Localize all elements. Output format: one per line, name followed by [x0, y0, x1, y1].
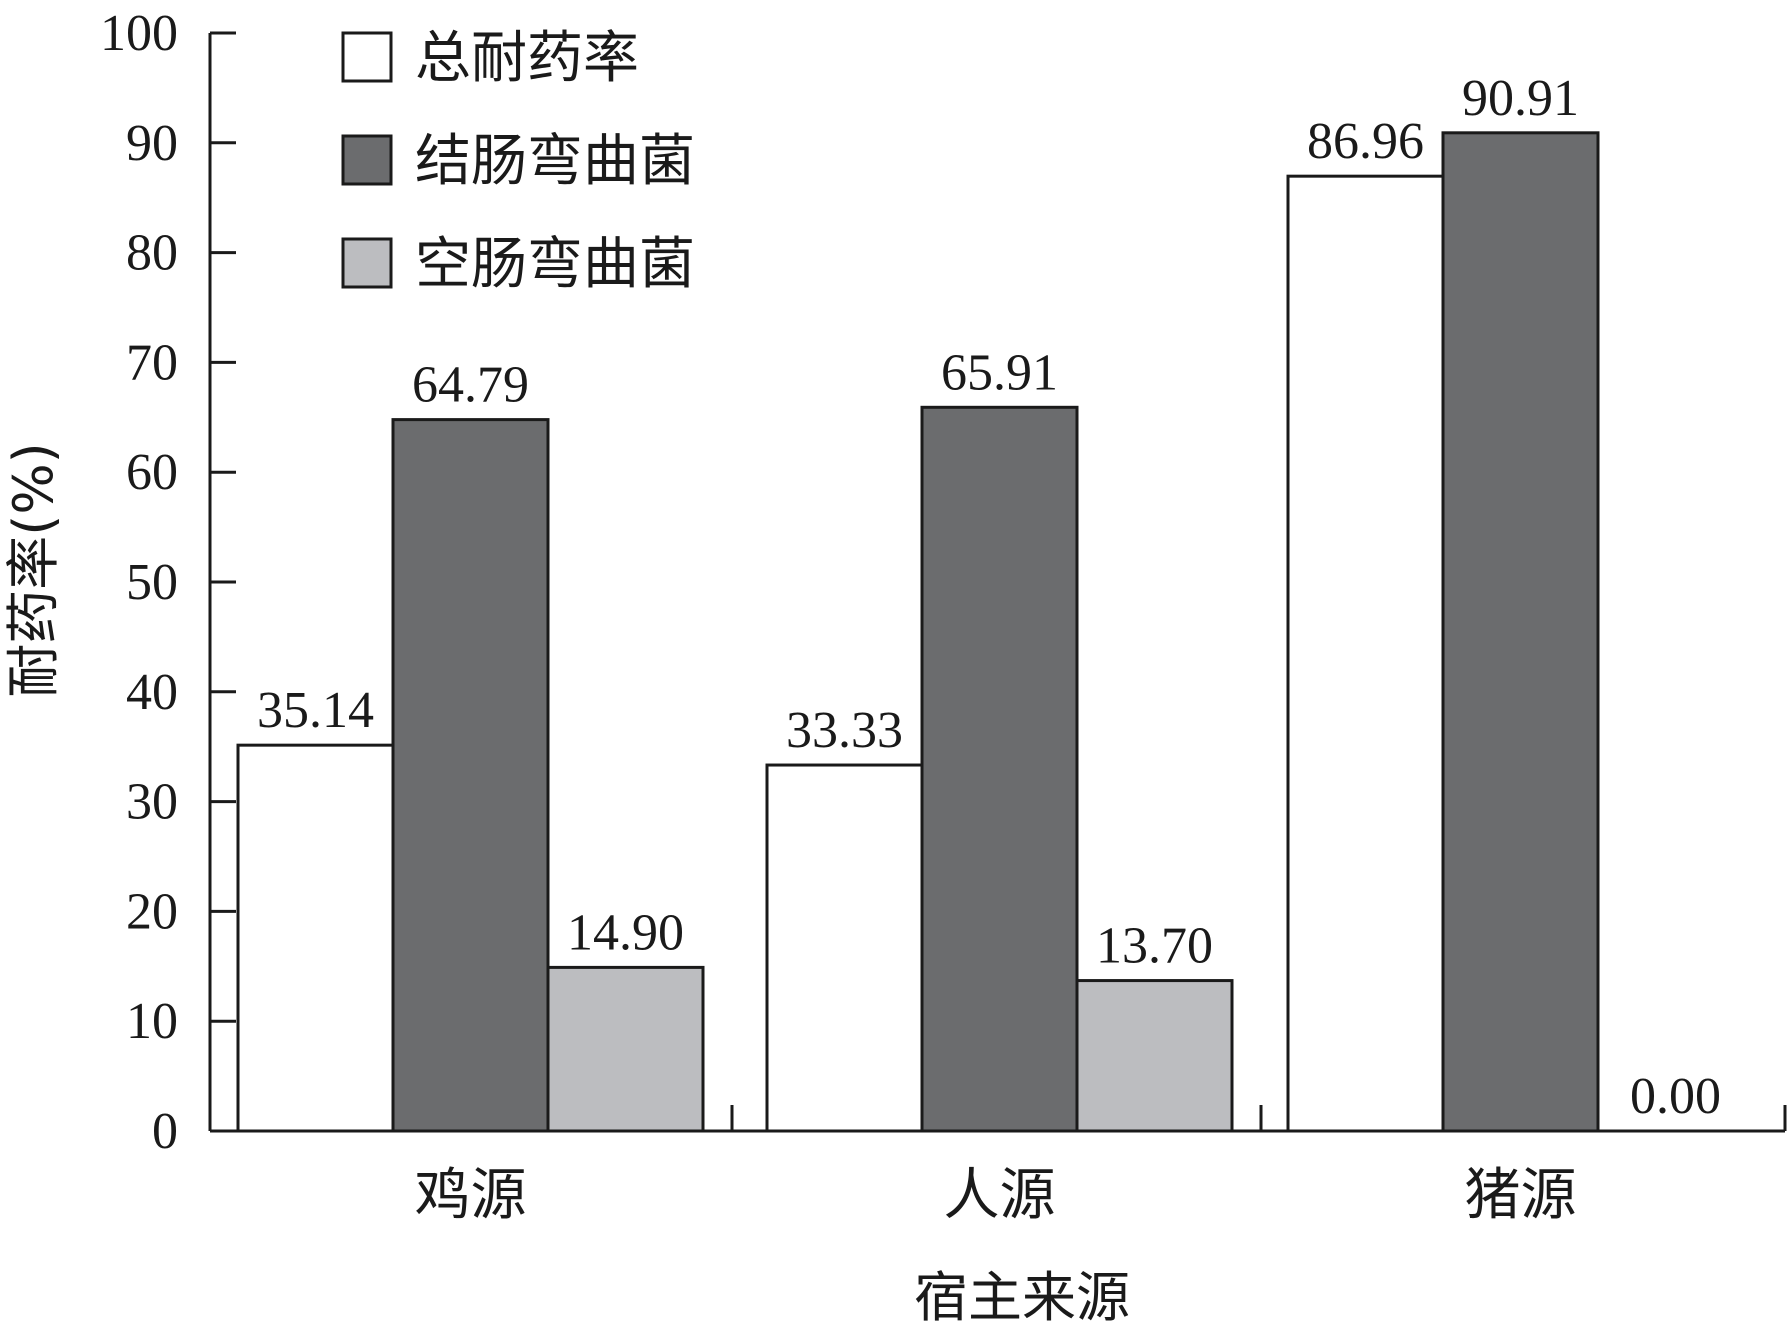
bar [1441, 131, 1600, 1133]
bar [1075, 979, 1234, 1133]
data-label: 13.70 [1096, 918, 1213, 975]
data-label: 33.33 [786, 702, 903, 759]
data-label: 35.14 [257, 682, 374, 739]
value-labels: 35.14 33.33 86.96 64.79 65.91 90.91 14.90 13.70… [257, 70, 1721, 1125]
legend-label: 总耐药率 [415, 26, 639, 91]
axes: 0 10 20 30 40 50 60 70 80 90 100 鸡源 人源 猪源 [100, 5, 1787, 1228]
bar [391, 418, 550, 1133]
x-tick-label: 鸡源 [415, 1163, 527, 1228]
bar [920, 405, 1079, 1133]
y-tick-label: 50 [126, 554, 178, 611]
bar [546, 965, 705, 1133]
data-label: 90.91 [1462, 70, 1579, 127]
y-tick-label: 60 [126, 444, 178, 501]
legend-swatch [341, 134, 393, 186]
bar [1286, 174, 1445, 1133]
data-label: 14.90 [567, 904, 684, 961]
y-tick-label: 20 [126, 883, 178, 940]
y-tick-label: 80 [126, 225, 178, 282]
bars [236, 131, 1600, 1133]
legend-swatch [341, 237, 393, 289]
y-tick-label: 30 [126, 774, 178, 831]
bar [236, 743, 395, 1133]
y-tick-label: 70 [126, 334, 178, 391]
legend-label: 空肠弯曲菌 [415, 232, 695, 297]
x-tick-label: 猪源 [1465, 1163, 1577, 1228]
data-label: 65.91 [941, 344, 1058, 401]
y-tick-label: 0 [152, 1103, 178, 1160]
data-label: 64.79 [412, 357, 529, 414]
legend-swatch [341, 31, 393, 83]
y-tick-label: 100 [100, 5, 178, 62]
data-label: 0.00 [1630, 1068, 1721, 1125]
bar [765, 763, 924, 1133]
legend-label: 结肠弯曲菌 [415, 129, 695, 194]
y-tick-label: 90 [126, 115, 178, 172]
x-axis-title: 宿主来源 [914, 1266, 1130, 1329]
x-tick-label: 人源 [944, 1163, 1056, 1228]
y-tick-label: 10 [126, 993, 178, 1050]
y-tick-label: 40 [126, 664, 178, 721]
data-label: 86.96 [1307, 113, 1424, 170]
y-axis-title: 耐药率(%) [2, 442, 65, 697]
